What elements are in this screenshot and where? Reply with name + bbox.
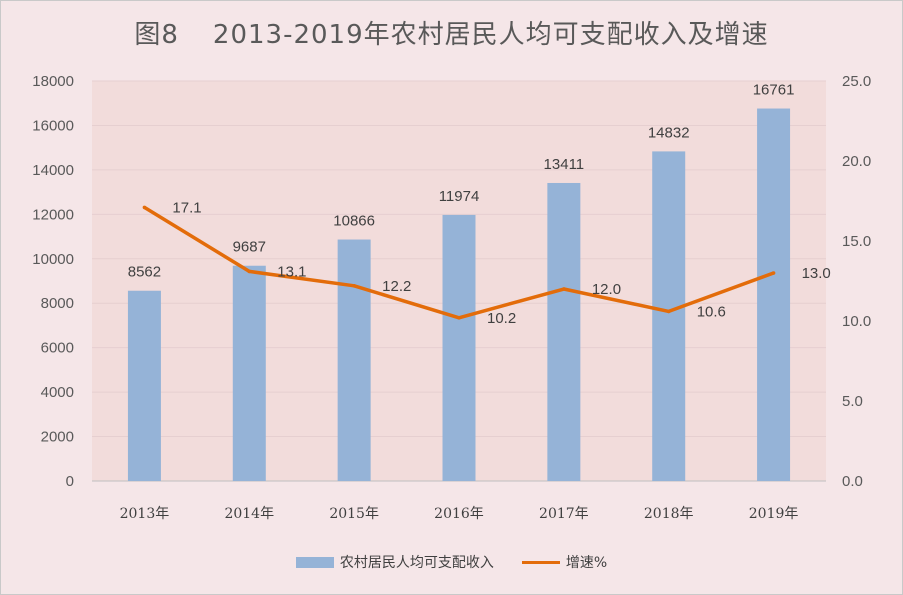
- y-left-tick-label: 14000: [32, 162, 74, 179]
- x-tick-label: 2013年: [120, 506, 170, 522]
- bar-data-label: 13411: [544, 156, 585, 173]
- bar-data-label: 8562: [128, 264, 161, 281]
- y-right-tick-label: 10.0: [842, 313, 871, 330]
- line-data-label: 13.1: [277, 263, 306, 280]
- x-tick-label: 2016年: [434, 506, 484, 522]
- x-tick-label: 2018年: [644, 506, 694, 522]
- figure-number: 图8: [134, 20, 179, 50]
- y-left-tick-label: 18000: [32, 73, 74, 90]
- income-bar: [547, 182, 581, 481]
- legend: 农村居民人均可支配收入 增速%: [0, 552, 903, 572]
- income-bar: [442, 214, 476, 481]
- x-tick-label: 2015年: [329, 506, 379, 522]
- income-bar: [127, 290, 161, 481]
- y-right-tick-label: 15.0: [842, 233, 871, 250]
- y-right-tick-label: 0.0: [842, 473, 863, 490]
- y-left-tick-label: 6000: [41, 340, 74, 357]
- bar-data-label: 14832: [648, 124, 690, 141]
- bar-data-label: 9687: [233, 239, 266, 256]
- growth-point: [562, 287, 566, 291]
- growth-point: [666, 309, 671, 314]
- legend-item-income: 农村居民人均可支配收入: [295, 552, 494, 572]
- income-bar: [652, 151, 686, 481]
- legend-item-growth: 增速%: [521, 552, 608, 572]
- line-data-label: 10.2: [487, 310, 516, 327]
- legend-line-swatch: [521, 560, 560, 564]
- title-text: 2013-2019年农村居民人均可支配收入及增速: [212, 20, 769, 50]
- y-right-tick-label: 25.0: [842, 73, 871, 90]
- income-bar: [337, 239, 371, 481]
- y-left-tick-label: 12000: [32, 206, 74, 223]
- line-data-label: 13.0: [802, 265, 831, 282]
- growth-point: [457, 316, 461, 320]
- x-tick-label: 2017年: [539, 506, 589, 522]
- growth-point: [247, 269, 252, 274]
- x-tick-label: 2014年: [224, 506, 274, 522]
- y-left-tick-label: 4000: [41, 384, 74, 401]
- y-left-tick-label: 2000: [41, 429, 74, 446]
- bar-data-label: 10866: [333, 213, 375, 230]
- income-bar: [757, 108, 791, 482]
- growth-point: [352, 284, 356, 288]
- bar-data-label: 16761: [753, 82, 795, 99]
- income-bar: [232, 265, 266, 481]
- line-data-label: 17.1: [172, 199, 201, 216]
- chart-title: 图8 2013-2019年农村居民人均可支配收入及增速: [0, 14, 903, 51]
- line-data-label: 10.6: [697, 303, 726, 320]
- bar-data-label: 11974: [439, 188, 480, 205]
- line-data-label: 12.2: [382, 278, 411, 295]
- y-right-tick-label: 20.0: [842, 153, 871, 170]
- y-left-tick-label: 0: [66, 473, 74, 490]
- y-left-tick-label: 8000: [41, 295, 74, 312]
- legend-label-income: 农村居民人均可支配收入: [339, 555, 494, 571]
- legend-label-growth: 增速%: [565, 555, 608, 571]
- x-tick-label: 2019年: [749, 506, 799, 522]
- legend-bar-swatch: [295, 556, 334, 568]
- line-data-label: 12.0: [592, 281, 621, 298]
- y-right-tick-label: 5.0: [842, 393, 863, 410]
- growth-point: [142, 205, 147, 210]
- y-left-tick-label: 10000: [32, 251, 74, 268]
- growth-point: [771, 271, 776, 275]
- y-left-tick-label: 16000: [32, 117, 74, 134]
